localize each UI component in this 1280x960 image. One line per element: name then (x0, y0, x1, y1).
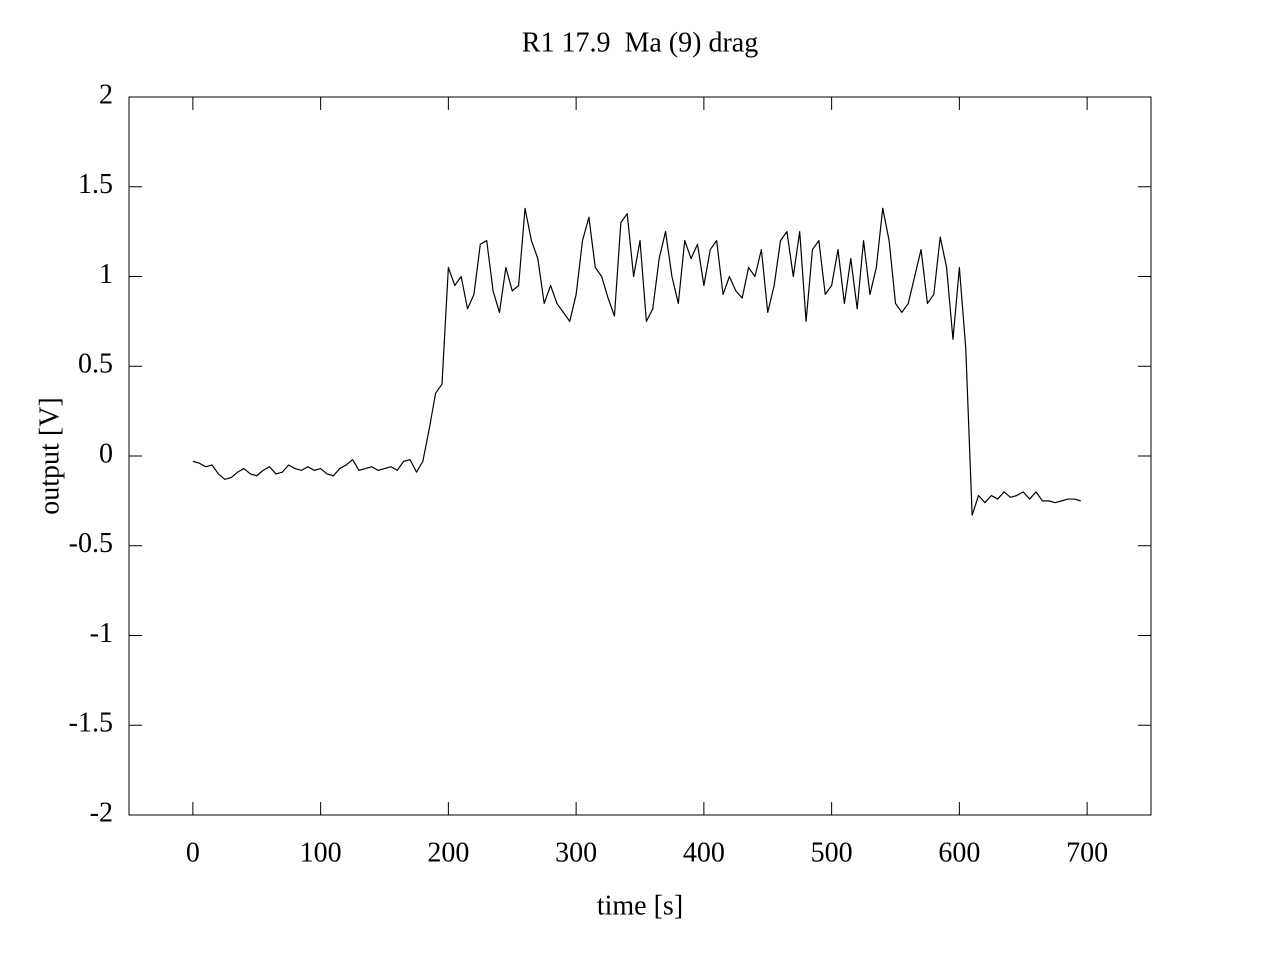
y-tick-label: 2 (99, 79, 113, 110)
y-tick-label: -0.5 (69, 528, 113, 559)
chart-title: R1 17.9 Ma (9) drag (522, 27, 758, 58)
x-axis-label: time [s] (597, 890, 683, 921)
y-axis-label: output [V] (34, 397, 65, 514)
y-tick-label: 1 (99, 259, 113, 290)
x-tick-label: 300 (555, 837, 597, 868)
x-tick-label: 500 (811, 837, 853, 868)
x-tick-label: 0 (186, 837, 200, 868)
y-tick-label: -1 (90, 618, 113, 649)
x-tick-label: 400 (683, 837, 725, 868)
y-tick-label: -2 (90, 797, 113, 828)
x-tick-label: 100 (300, 837, 342, 868)
y-tick-label: 0.5 (78, 349, 113, 380)
x-tick-label: 700 (1066, 837, 1108, 868)
x-tick-label: 200 (427, 837, 469, 868)
x-tick-label: 600 (938, 837, 980, 868)
y-tick-label: -1.5 (69, 708, 113, 739)
y-tick-label: 1.5 (78, 169, 113, 200)
data-line (192, 207, 1081, 516)
y-tick-label: 0 (99, 438, 113, 469)
plot-border (128, 96, 1152, 816)
